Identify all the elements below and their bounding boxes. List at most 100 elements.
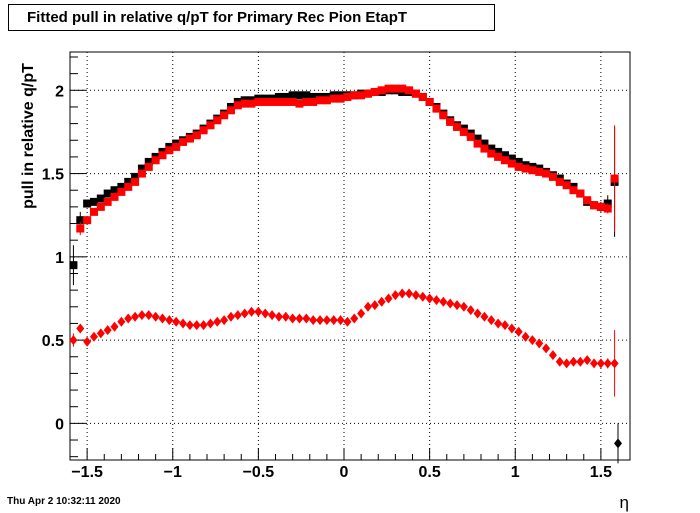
data-point-square (316, 96, 325, 105)
data-point-diamond (192, 320, 201, 331)
grid (70, 52, 630, 460)
data-point-square (528, 166, 537, 175)
data-point-diamond (343, 316, 352, 327)
data-point-square (576, 189, 585, 198)
data-point-square (309, 92, 318, 101)
data-point-square (192, 131, 201, 140)
data-point-diamond (103, 325, 112, 336)
data-point-square (274, 92, 283, 101)
chart-title-box: Fitted pull in relative q/pT for Primary… (8, 4, 495, 31)
data-point-square (370, 87, 379, 96)
data-point-square (446, 117, 455, 126)
data-point-square (336, 94, 345, 103)
x-tick-label: −1.5 (71, 464, 103, 481)
data-point-diamond (240, 308, 249, 319)
data-point-diamond (185, 320, 194, 331)
data-point-square (411, 89, 420, 98)
x-tick-label: −1 (164, 464, 182, 481)
data-point-square (124, 177, 133, 186)
data-point-diamond (124, 313, 133, 324)
data-point-square (103, 197, 112, 206)
data-point-square (398, 84, 407, 93)
data-point-square (555, 177, 564, 186)
data-point-diamond (528, 335, 537, 346)
x-tick-label: 0.5 (419, 464, 441, 481)
data-point-diamond (542, 343, 551, 354)
data-point-square (144, 157, 153, 166)
data-point-square (562, 181, 571, 190)
data-point-diamond (281, 311, 290, 322)
data-point-diamond (596, 358, 605, 369)
x-axis-label: η (619, 493, 629, 512)
data-point-diamond (117, 316, 126, 327)
data-point-square (603, 204, 612, 213)
data-point-diamond (446, 298, 455, 309)
data-point-square (240, 99, 249, 108)
data-point-diamond (439, 296, 448, 307)
data-point-square (453, 122, 462, 131)
data-point-square (165, 146, 174, 155)
data-point-diamond (405, 288, 414, 299)
data-point-square (295, 99, 304, 108)
data-point-square (213, 116, 222, 125)
data-point-diamond (425, 293, 434, 304)
data-point-diamond (179, 318, 188, 329)
data-point-square (302, 91, 311, 100)
data-point-diamond (213, 316, 222, 327)
ticks (69, 56, 619, 460)
data-point-diamond (309, 315, 318, 326)
data-point-square (288, 97, 297, 106)
data-point-square (432, 104, 441, 113)
data-point-diamond (418, 291, 427, 302)
tick-labels: −1.5 −1 −0.5 0 0.5 1 1.5 0 0.5 1 1.5 2 (42, 83, 612, 481)
data-point-diamond (144, 310, 153, 321)
data-point-diamond (398, 288, 407, 299)
data-point-diamond (131, 311, 140, 322)
data-point-square (583, 196, 592, 205)
frame (69, 51, 631, 461)
data-point-diamond (459, 301, 468, 312)
data-point-diamond (254, 306, 263, 317)
data-point-square (96, 202, 105, 211)
data-point-diamond (500, 320, 509, 331)
data-point-diamond (576, 356, 585, 367)
data-point-square (329, 94, 338, 103)
data-point-square (110, 186, 119, 195)
data-point-square (322, 96, 331, 105)
data-point-square (480, 139, 489, 148)
data-point-diamond (363, 301, 372, 312)
data-point-square (473, 134, 482, 143)
data-point-square (487, 144, 496, 153)
data-point-diamond (302, 313, 311, 324)
chart-title: Fitted pull in relative q/pT for Primary… (27, 9, 408, 26)
data-point-diamond (322, 315, 331, 326)
data-point-square (610, 174, 619, 183)
data-point-diamond (391, 290, 400, 301)
data-point-square (487, 149, 496, 158)
data-point-diamond (411, 290, 420, 301)
data-point-diamond (357, 308, 366, 319)
data-point-square (343, 92, 352, 101)
data-point-diamond (89, 331, 98, 342)
data-point-square (548, 172, 557, 181)
data-point-diamond (562, 358, 571, 369)
x-tick-label: 1 (511, 464, 520, 481)
data-point-square (131, 177, 140, 186)
data-point-diamond (377, 296, 386, 307)
y-tick-label: 2 (55, 83, 64, 100)
data-point-diamond (247, 306, 256, 317)
data-point-square (247, 99, 256, 108)
data-point-diamond (514, 326, 523, 337)
data-point-diamond (226, 311, 235, 322)
data-point-diamond (83, 336, 92, 347)
data-point-square (500, 156, 509, 165)
data-point-square (590, 201, 599, 210)
data-point-diamond (69, 335, 78, 346)
data-point-diamond (316, 315, 325, 326)
data-point-square (76, 224, 85, 233)
data-point-square (158, 151, 167, 160)
data-point-diamond (507, 323, 516, 334)
data-point-square (439, 111, 448, 120)
y-axis-label: pull in relative q/pT (20, 63, 37, 209)
x-tick-label: 1.5 (590, 464, 612, 481)
